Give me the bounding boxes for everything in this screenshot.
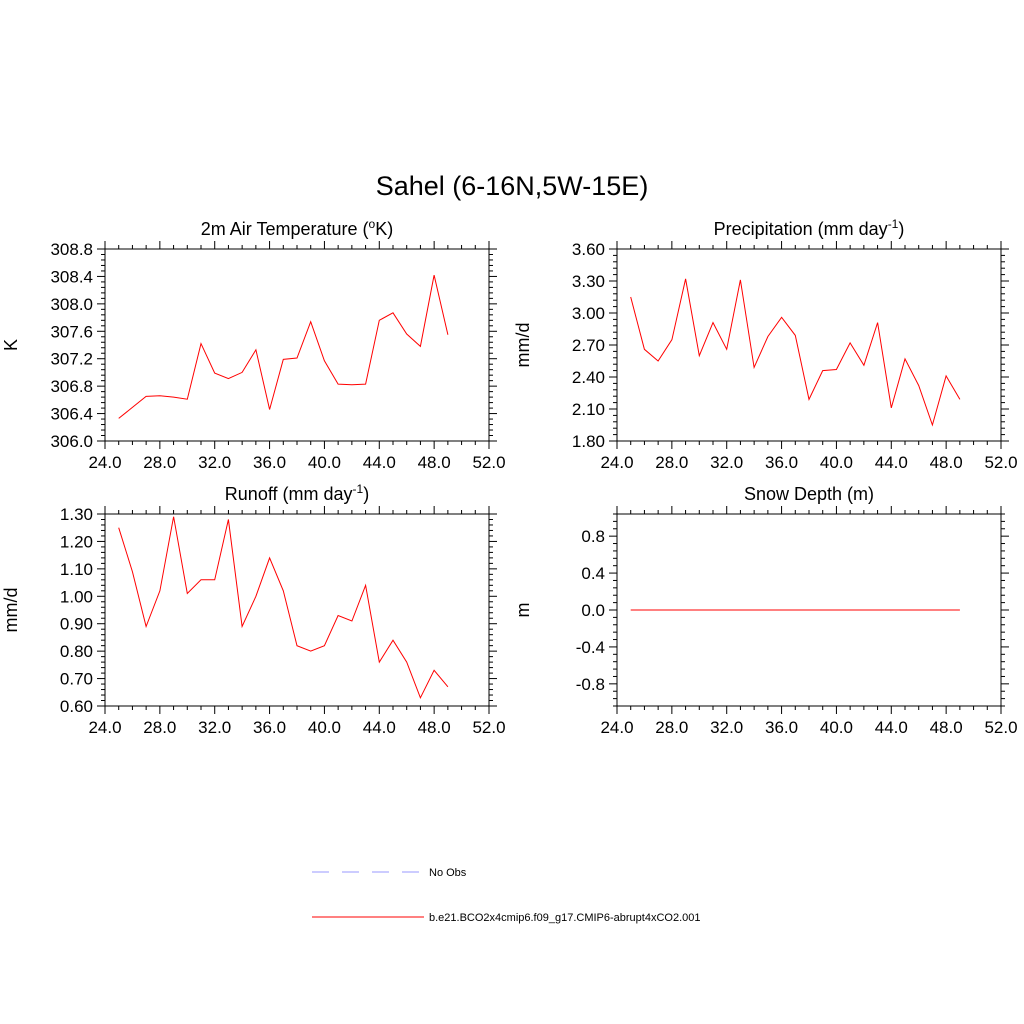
panel-title-tail: ) bbox=[898, 219, 904, 239]
y-tick-label: -0.4 bbox=[576, 638, 605, 657]
x-tick-label: 28.0 bbox=[143, 718, 176, 737]
y-tick-label: 1.00 bbox=[60, 587, 93, 606]
panel-title: Runoff (mm day-1) bbox=[225, 482, 369, 504]
legend: No Obs b.e21.BCO2x4cmip6.f09_g17.CMIP6-ab… bbox=[312, 867, 701, 924]
x-tick-label: 52.0 bbox=[472, 718, 505, 737]
x-tick-label: 40.0 bbox=[308, 718, 341, 737]
x-tick-label: 48.0 bbox=[418, 453, 451, 472]
x-tick-label: 44.0 bbox=[363, 453, 396, 472]
y-tick-label: 1.20 bbox=[60, 532, 93, 551]
chart-panel: 2m Air Temperature (oK) K 24.0 28.0 32.0 36.0… bbox=[1, 217, 506, 472]
plot-frame bbox=[104, 248, 490, 442]
y-tick-label: 1.30 bbox=[60, 505, 93, 524]
y-tick-label: 308.4 bbox=[50, 267, 93, 286]
chart-panel: Snow Depth (m) m 24.0 28.0 32.0 36.0 40.0 44.0 4… bbox=[513, 484, 1018, 737]
x-tick-label: 28.0 bbox=[655, 718, 688, 737]
x-tick-label: 24.0 bbox=[600, 718, 633, 737]
series-line bbox=[118, 516, 449, 700]
y-tick-label: 2.70 bbox=[572, 336, 605, 355]
x-tick-label: 24.0 bbox=[600, 453, 633, 472]
x-tick-label: 28.0 bbox=[655, 453, 688, 472]
x-tick-label: 52.0 bbox=[984, 453, 1017, 472]
y-tick-label: 308.8 bbox=[50, 240, 93, 259]
y-axis-label: mm/d bbox=[1, 588, 21, 633]
x-tick-label: 52.0 bbox=[984, 718, 1017, 737]
chart-panel: Precipitation (mm day-1) mm/d 24.0 28.0 32.0… bbox=[513, 217, 1018, 472]
x-tick-label: 32.0 bbox=[198, 718, 231, 737]
y-axis-label: mm/d bbox=[513, 323, 533, 368]
legend-entry: b.e21.BCO2x4cmip6.f09_g17.CMIP6-abrupt4x… bbox=[312, 912, 701, 924]
x-tick-label: 48.0 bbox=[930, 453, 963, 472]
y-tick-label: 307.2 bbox=[50, 350, 93, 369]
x-tick-label: 40.0 bbox=[820, 718, 853, 737]
y-tick-label: 306.4 bbox=[50, 405, 93, 424]
y-tick-label: 3.60 bbox=[572, 240, 605, 259]
panel-title-superscript: o bbox=[369, 217, 376, 231]
x-tick-label: 36.0 bbox=[253, 718, 286, 737]
chart-panels: 2m Air Temperature (oK) K 24.0 28.0 32.0 36.0… bbox=[1, 217, 1018, 737]
panel-title-tail: ) bbox=[363, 484, 369, 504]
chart-panel: Runoff (mm day-1) mm/d 24.0 28.0 32.0 36.0 40.… bbox=[1, 482, 506, 737]
panel-title-text: Snow Depth (m) bbox=[744, 484, 874, 504]
y-tick-label: 1.10 bbox=[60, 560, 93, 579]
y-axis-label: K bbox=[1, 339, 21, 351]
y-tick-label: 306.8 bbox=[50, 377, 93, 396]
panel-title-text: 2m Air Temperature ( bbox=[201, 219, 369, 239]
legend-entry: No Obs bbox=[312, 867, 467, 879]
y-tick-label: -0.8 bbox=[576, 675, 605, 694]
x-tick-label: 44.0 bbox=[363, 718, 396, 737]
x-tick-label: 44.0 bbox=[875, 453, 908, 472]
y-axis-label: m bbox=[513, 603, 533, 618]
panel-title-text: Precipitation (mm day bbox=[714, 219, 888, 239]
y-tick-label: 0.8 bbox=[581, 527, 605, 546]
figure-title: Sahel (6-16N,5W-15E) bbox=[376, 171, 649, 201]
y-tick-label: 0.4 bbox=[581, 564, 605, 583]
panel-title-superscript: -1 bbox=[888, 217, 899, 231]
plot-frame bbox=[616, 248, 1002, 442]
y-tick-label: 3.00 bbox=[572, 304, 605, 323]
y-tick-label: 308.0 bbox=[50, 295, 93, 314]
x-tick-label: 36.0 bbox=[253, 453, 286, 472]
x-tick-label: 28.0 bbox=[143, 453, 176, 472]
panel-title: 2m Air Temperature (oK) bbox=[201, 217, 393, 239]
y-tick-label: 1.80 bbox=[572, 432, 605, 451]
y-tick-label: 3.30 bbox=[572, 272, 605, 291]
x-tick-label: 48.0 bbox=[418, 718, 451, 737]
y-tick-label: 2.10 bbox=[572, 400, 605, 419]
x-tick-label: 48.0 bbox=[930, 718, 963, 737]
y-tick-label: 307.6 bbox=[50, 322, 93, 341]
panel-title: Precipitation (mm day-1) bbox=[714, 217, 905, 239]
y-tick-label: 0.80 bbox=[60, 642, 93, 661]
x-tick-label: 36.0 bbox=[765, 718, 798, 737]
y-tick-label: 0.70 bbox=[60, 670, 93, 689]
series-line bbox=[118, 274, 449, 419]
x-tick-label: 32.0 bbox=[710, 453, 743, 472]
panel-title-tail: K) bbox=[375, 219, 393, 239]
y-tick-label: 0.60 bbox=[60, 697, 93, 716]
legend-label: No Obs bbox=[429, 867, 467, 879]
series-line bbox=[630, 278, 961, 427]
plot-frame bbox=[104, 513, 490, 707]
x-tick-label: 24.0 bbox=[88, 718, 121, 737]
panel-title-superscript: -1 bbox=[353, 482, 364, 496]
y-tick-label: 306.0 bbox=[50, 432, 93, 451]
y-tick-label: 2.40 bbox=[572, 368, 605, 387]
x-tick-label: 52.0 bbox=[472, 453, 505, 472]
x-tick-label: 40.0 bbox=[308, 453, 341, 472]
x-tick-label: 24.0 bbox=[88, 453, 121, 472]
x-tick-label: 32.0 bbox=[198, 453, 231, 472]
y-tick-label: 0.90 bbox=[60, 615, 93, 634]
x-tick-label: 40.0 bbox=[820, 453, 853, 472]
x-tick-label: 32.0 bbox=[710, 718, 743, 737]
y-tick-label: 0.0 bbox=[581, 601, 605, 620]
panel-title: Snow Depth (m) bbox=[744, 484, 874, 504]
x-tick-label: 44.0 bbox=[875, 718, 908, 737]
panel-title-text: Runoff (mm day bbox=[225, 484, 353, 504]
legend-label: b.e21.BCO2x4cmip6.f09_g17.CMIP6-abrupt4x… bbox=[429, 912, 701, 924]
x-tick-label: 36.0 bbox=[765, 453, 798, 472]
